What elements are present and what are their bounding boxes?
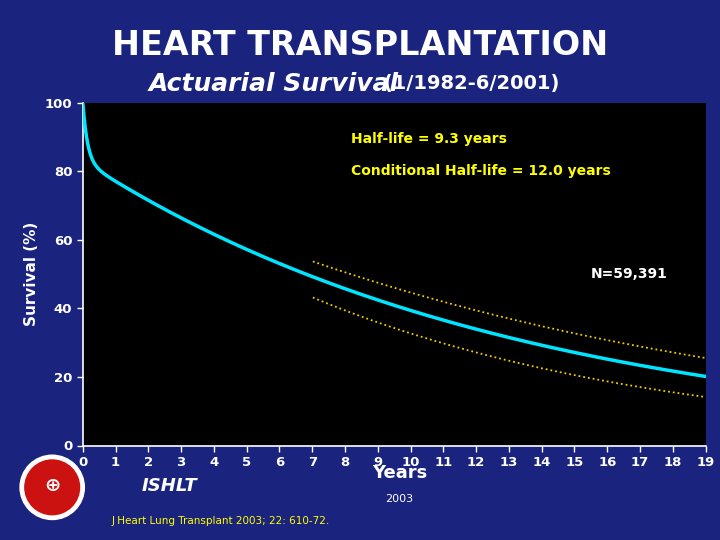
Circle shape	[20, 455, 84, 519]
Text: ISHLT: ISHLT	[141, 477, 197, 495]
Text: Half-life = 9.3 years: Half-life = 9.3 years	[351, 132, 506, 146]
Y-axis label: Survival (%): Survival (%)	[24, 222, 39, 326]
Circle shape	[24, 460, 79, 515]
Text: N=59,391: N=59,391	[590, 267, 667, 281]
Text: Conditional Half-life = 12.0 years: Conditional Half-life = 12.0 years	[351, 164, 611, 178]
Text: 2003: 2003	[385, 495, 414, 504]
Text: (1/1982-6/2001): (1/1982-6/2001)	[377, 74, 559, 93]
Text: ⊕: ⊕	[44, 476, 60, 496]
Text: HEART TRANSPLANTATION: HEART TRANSPLANTATION	[112, 29, 608, 63]
Text: Actuarial Survival: Actuarial Survival	[148, 72, 399, 96]
Text: J Heart Lung Transplant 2003; 22: 610-72.: J Heart Lung Transplant 2003; 22: 610-72…	[112, 516, 330, 526]
Text: Years: Years	[372, 463, 427, 482]
